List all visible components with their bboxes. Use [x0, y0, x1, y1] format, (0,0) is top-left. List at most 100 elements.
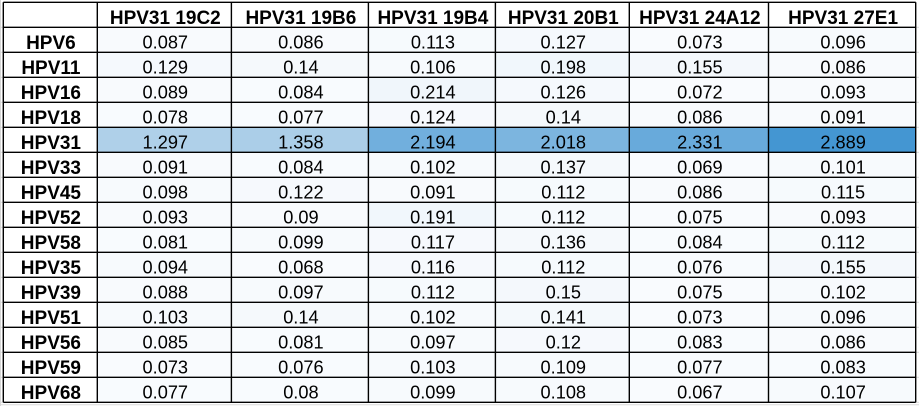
svg-text:0.073: 0.073: [143, 358, 189, 378]
svg-text:0.107: 0.107: [820, 383, 866, 403]
svg-text:0.102: 0.102: [820, 283, 866, 303]
svg-text:0.099: 0.099: [410, 383, 456, 403]
svg-text:0.214: 0.214: [410, 83, 456, 103]
svg-text:0.115: 0.115: [821, 183, 865, 203]
svg-text:HPV31 19C2: HPV31 19C2: [110, 8, 221, 29]
svg-text:0.15: 0.15: [546, 283, 581, 303]
svg-text:0.12: 0.12: [546, 333, 581, 353]
svg-text:2.018: 2.018: [541, 133, 587, 153]
svg-text:HPV31 20B1: HPV31 20B1: [508, 8, 619, 29]
svg-text:0.077: 0.077: [143, 383, 189, 403]
svg-text:0.136: 0.136: [541, 233, 587, 253]
svg-text:HPV59: HPV59: [21, 358, 81, 379]
svg-text:0.098: 0.098: [143, 183, 189, 203]
svg-text:HPV31 19B6: HPV31 19B6: [245, 8, 356, 29]
svg-text:HPV58: HPV58: [21, 233, 81, 254]
svg-text:HPV45: HPV45: [21, 183, 82, 204]
svg-text:0.091: 0.091: [143, 158, 189, 178]
svg-text:0.112: 0.112: [411, 283, 455, 303]
svg-text:HPV16: HPV16: [21, 83, 81, 104]
svg-text:0.102: 0.102: [410, 308, 456, 328]
svg-text:0.083: 0.083: [677, 333, 723, 353]
svg-text:0.081: 0.081: [278, 333, 324, 353]
svg-text:0.124: 0.124: [410, 108, 456, 128]
svg-text:0.085: 0.085: [143, 333, 189, 353]
svg-text:0.088: 0.088: [143, 283, 189, 303]
svg-text:2.889: 2.889: [820, 133, 866, 153]
svg-text:2.331: 2.331: [677, 133, 723, 153]
svg-text:0.126: 0.126: [541, 83, 587, 103]
svg-text:0.086: 0.086: [677, 183, 723, 203]
svg-text:2.194: 2.194: [410, 133, 456, 153]
svg-text:0.073: 0.073: [677, 33, 723, 53]
svg-text:HPV11: HPV11: [21, 58, 81, 79]
svg-text:0.191: 0.191: [410, 208, 456, 228]
svg-text:0.109: 0.109: [541, 358, 587, 378]
svg-text:0.078: 0.078: [143, 108, 189, 128]
svg-text:0.112: 0.112: [541, 258, 585, 278]
svg-text:0.097: 0.097: [410, 333, 456, 353]
svg-text:0.077: 0.077: [677, 358, 723, 378]
svg-text:0.081: 0.081: [143, 233, 189, 253]
svg-text:0.106: 0.106: [410, 58, 456, 78]
svg-text:0.068: 0.068: [278, 258, 324, 278]
svg-text:0.101: 0.101: [820, 158, 866, 178]
svg-text:0.198: 0.198: [541, 58, 587, 78]
svg-text:0.093: 0.093: [820, 83, 866, 103]
svg-text:0.086: 0.086: [278, 33, 324, 53]
svg-text:0.076: 0.076: [278, 358, 324, 378]
svg-text:HPV31: HPV31: [21, 133, 82, 154]
svg-text:0.069: 0.069: [677, 158, 723, 178]
svg-text:HPV6: HPV6: [26, 33, 76, 54]
svg-text:0.075: 0.075: [677, 208, 723, 228]
svg-text:0.122: 0.122: [278, 183, 324, 203]
svg-text:0.112: 0.112: [821, 233, 865, 253]
svg-text:HPV31 19B4: HPV31 19B4: [377, 8, 488, 29]
svg-text:0.14: 0.14: [283, 308, 318, 328]
svg-text:0.108: 0.108: [541, 383, 587, 403]
svg-text:0.096: 0.096: [820, 33, 866, 53]
svg-text:0.086: 0.086: [677, 108, 723, 128]
svg-text:0.103: 0.103: [410, 358, 456, 378]
svg-text:HPV31 24A12: HPV31 24A12: [639, 8, 760, 29]
svg-text:0.155: 0.155: [820, 258, 866, 278]
svg-text:0.113: 0.113: [411, 33, 455, 53]
svg-text:0.076: 0.076: [677, 258, 723, 278]
svg-text:0.073: 0.073: [677, 308, 723, 328]
svg-text:0.072: 0.072: [677, 83, 723, 103]
svg-text:0.086: 0.086: [820, 58, 866, 78]
svg-text:0.09: 0.09: [283, 208, 318, 228]
svg-text:0.103: 0.103: [143, 308, 189, 328]
svg-text:0.084: 0.084: [278, 158, 324, 178]
svg-text:0.086: 0.086: [820, 333, 866, 353]
svg-text:HPV56: HPV56: [21, 333, 81, 354]
svg-text:HPV68: HPV68: [21, 383, 81, 404]
svg-text:0.084: 0.084: [278, 83, 324, 103]
svg-text:0.096: 0.096: [820, 308, 866, 328]
svg-text:0.099: 0.099: [278, 233, 324, 253]
svg-text:1.358: 1.358: [278, 133, 324, 153]
svg-text:HPV18: HPV18: [21, 108, 81, 129]
svg-text:0.093: 0.093: [820, 208, 866, 228]
svg-text:0.067: 0.067: [677, 383, 723, 403]
svg-text:0.137: 0.137: [541, 158, 587, 178]
svg-text:0.094: 0.094: [143, 258, 189, 278]
svg-text:HPV52: HPV52: [21, 208, 81, 229]
svg-text:HPV35: HPV35: [21, 258, 82, 279]
svg-text:0.127: 0.127: [541, 33, 587, 53]
svg-text:0.091: 0.091: [410, 183, 456, 203]
svg-text:0.077: 0.077: [278, 108, 324, 128]
svg-text:0.116: 0.116: [411, 258, 455, 278]
svg-text:0.097: 0.097: [278, 283, 324, 303]
svg-text:0.14: 0.14: [283, 58, 318, 78]
svg-text:HPV51: HPV51: [21, 308, 82, 329]
svg-text:HPV33: HPV33: [21, 158, 81, 179]
svg-text:0.091: 0.091: [820, 108, 866, 128]
svg-text:0.089: 0.089: [143, 83, 189, 103]
svg-text:0.155: 0.155: [677, 58, 723, 78]
svg-text:HPV31 27E1: HPV31 27E1: [788, 8, 898, 29]
svg-text:0.083: 0.083: [820, 358, 866, 378]
svg-text:0.075: 0.075: [677, 283, 723, 303]
svg-text:0.112: 0.112: [541, 208, 585, 228]
svg-text:0.112: 0.112: [541, 183, 585, 203]
